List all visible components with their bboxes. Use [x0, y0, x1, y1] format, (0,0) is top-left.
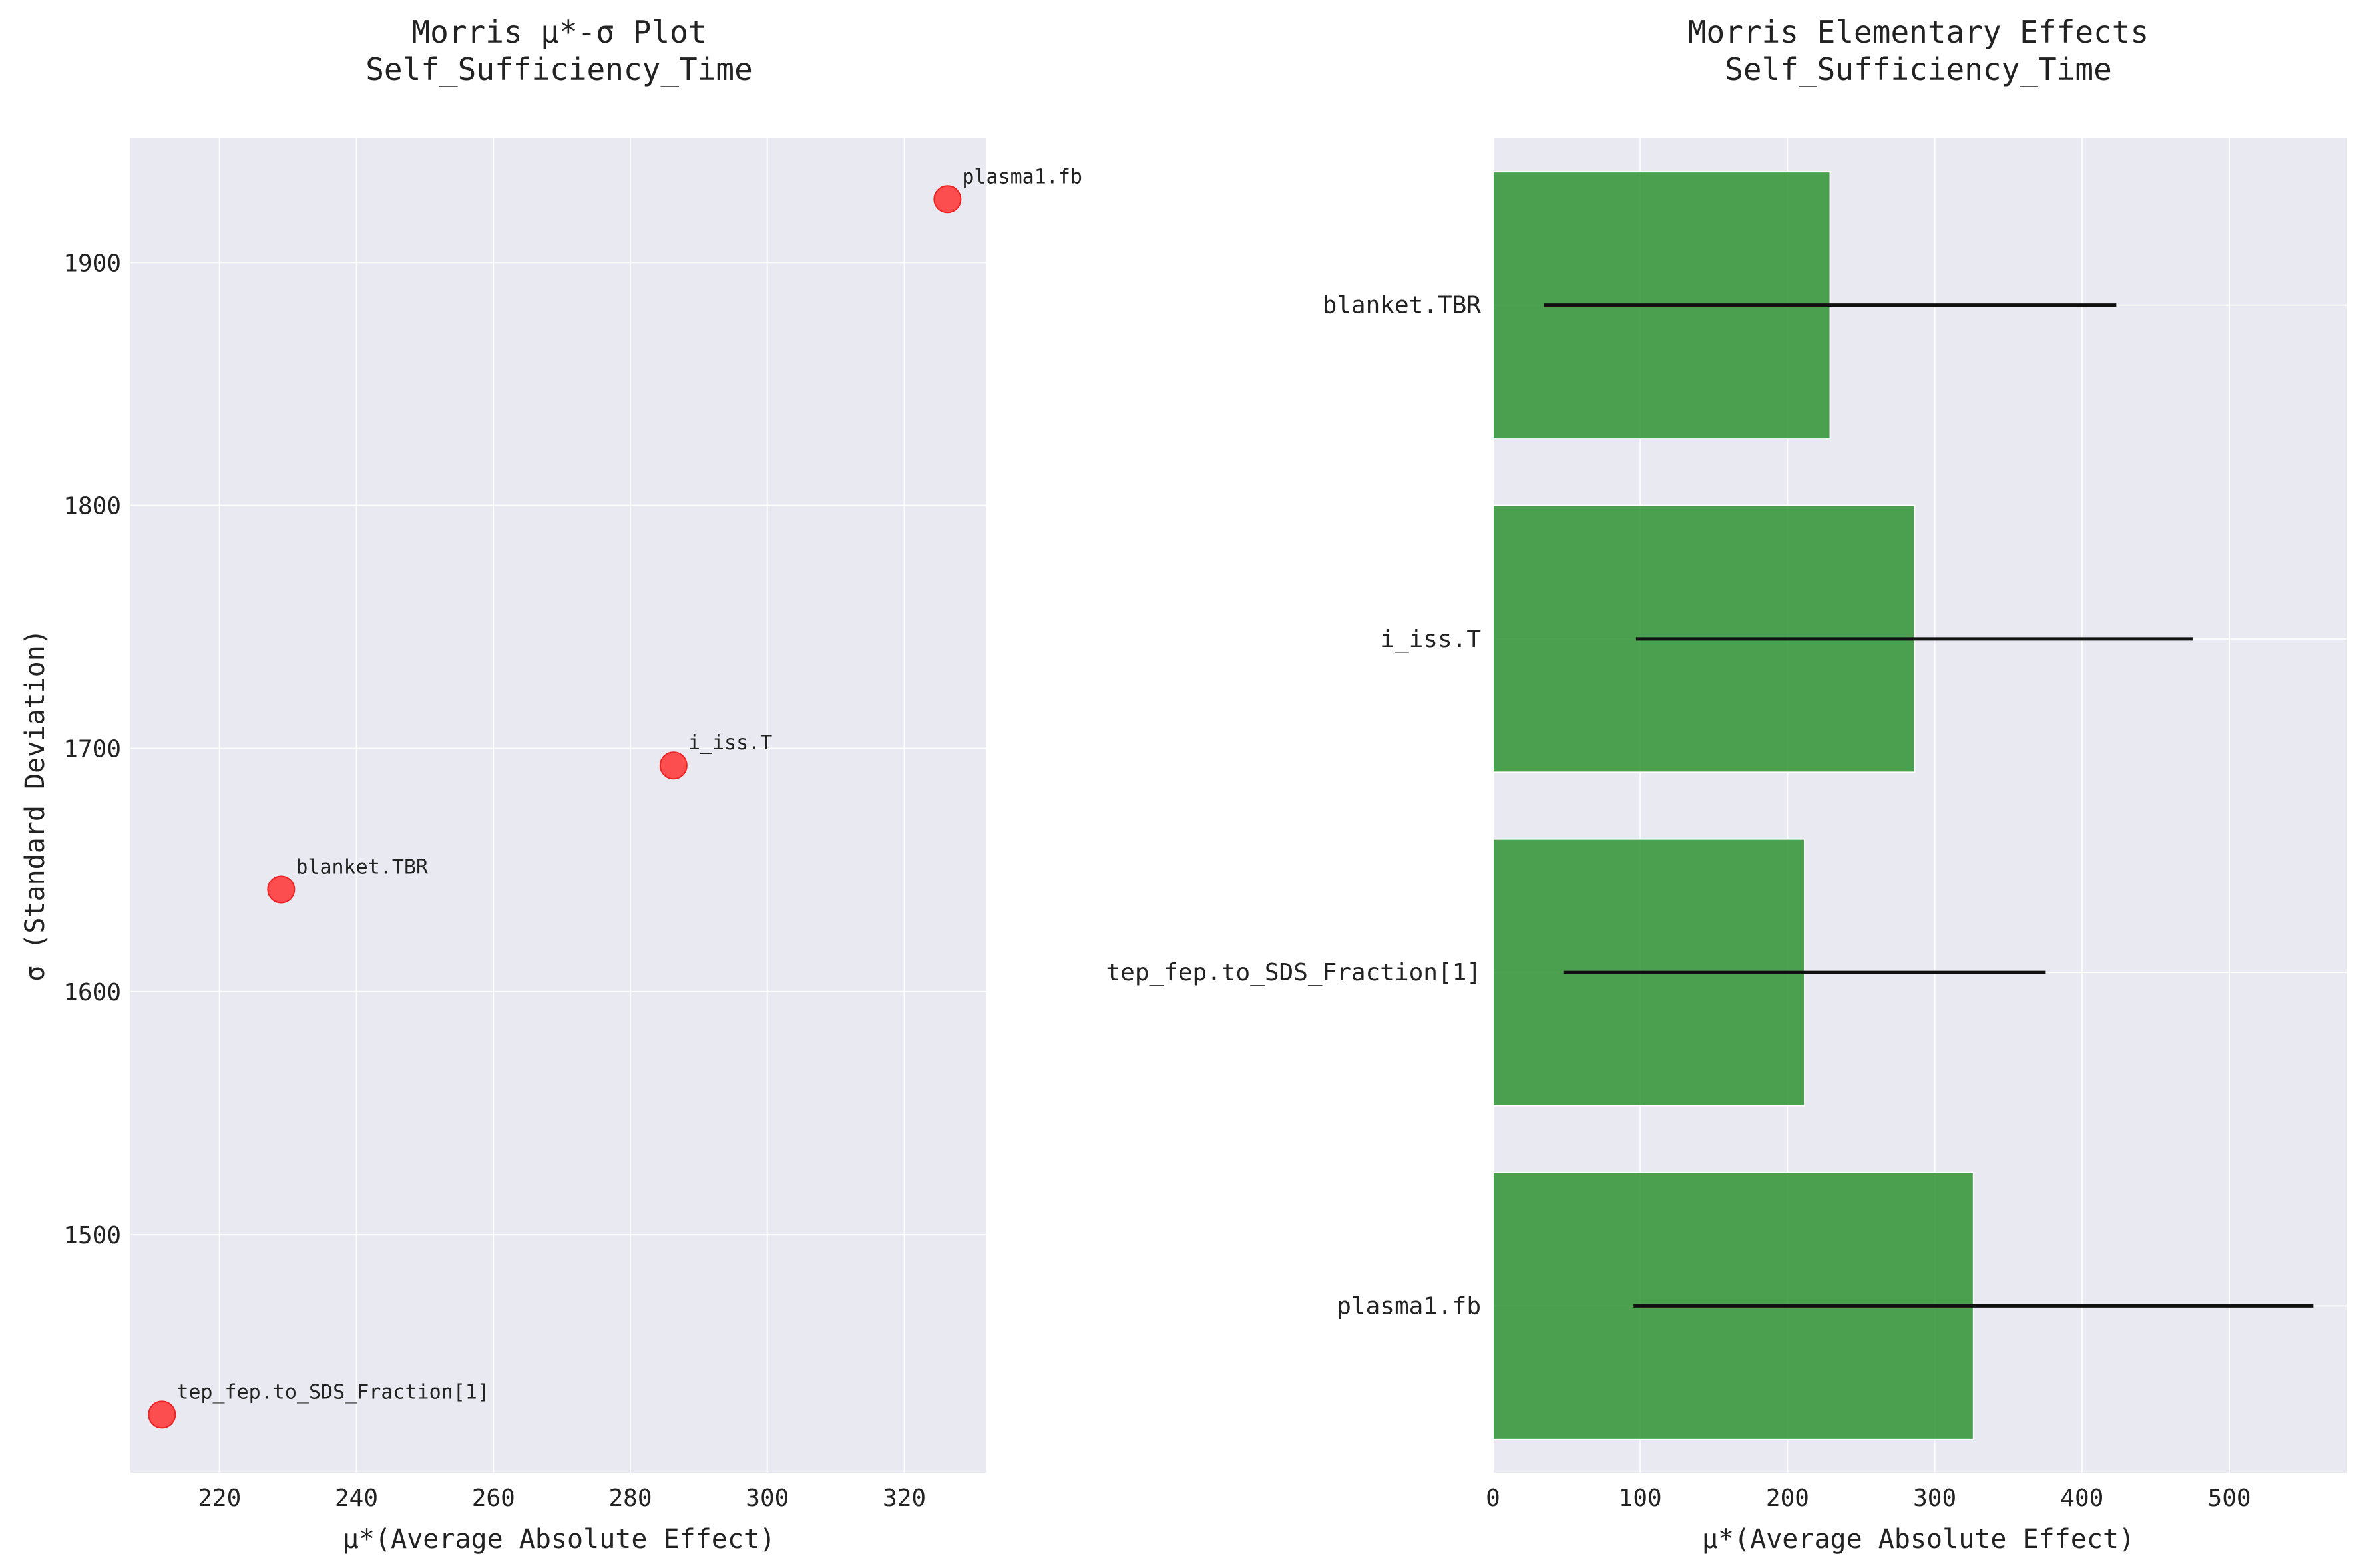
scatter-point — [148, 1400, 176, 1429]
bar-category-label: plasma1.fb — [1337, 1292, 1481, 1320]
scatter-x-tick-label: 320 — [883, 1485, 926, 1512]
scatter-y-tick-label: 1600 — [63, 979, 121, 1006]
bar-title-line1: Morris Elementary Effects — [1688, 14, 2149, 50]
bar-x-tick-label: 0 — [1486, 1485, 1500, 1512]
bar-category-label: i_iss.T — [1380, 626, 1481, 653]
scatter-y-axis-label: σ (Standard Deviation) — [20, 629, 51, 982]
scatter-x-tick-label: 240 — [335, 1485, 378, 1512]
scatter-x-tick-label: 220 — [198, 1485, 241, 1512]
bar-x-tick-label: 500 — [2208, 1485, 2251, 1512]
scatter-point — [659, 751, 688, 780]
bar-panel: Morris Elementary Effects Self_Sufficien… — [1106, 14, 2347, 1555]
scatter-point — [933, 185, 962, 214]
scatter-point — [267, 875, 296, 904]
bar-series — [1492, 171, 2314, 1440]
scatter-title-line1: Morris μ*-σ Plot — [411, 14, 706, 50]
scatter-point-label: i_iss.T — [688, 731, 772, 755]
scatter-y-tick-label: 1900 — [63, 250, 121, 277]
scatter-y-tick-label: 1800 — [63, 492, 121, 520]
bar-title-line2: Self_Sufficiency_Time — [1725, 51, 2112, 87]
scatter-point-label: tep_fep.to_SDS_Fraction[1] — [176, 1380, 489, 1404]
scatter-y-tick-label: 1500 — [63, 1222, 121, 1249]
bar-category-label: tep_fep.to_SDS_Fraction[1] — [1106, 959, 1481, 986]
scatter-x-tick-label: 280 — [609, 1485, 652, 1512]
scatter-panel: Morris μ*-σ Plot Self_Sufficiency_Time 2… — [20, 14, 1082, 1555]
scatter-y-tick-label: 1700 — [63, 736, 121, 763]
scatter-x-axis-label: μ*(Average Absolute Effect) — [343, 1524, 775, 1555]
scatter-x-tick-label: 300 — [746, 1485, 789, 1512]
scatter-x-tick-label: 260 — [472, 1485, 515, 1512]
scatter-plot-area — [130, 138, 986, 1473]
bar-x-tick-label: 200 — [1766, 1485, 1809, 1512]
scatter-point-label: blanket.TBR — [296, 855, 429, 879]
bar-x-tick-label: 400 — [2060, 1485, 2103, 1512]
bar-ticks: 0 100 200 300 400 500 blanket.TBR i_iss.T tep_fe… — [1106, 292, 2251, 1512]
scatter-grid — [130, 138, 986, 1473]
bar-x-tick-label: 300 — [1913, 1485, 1956, 1512]
scatter-title-line2: Self_Sufficiency_Time — [365, 51, 753, 87]
scatter-points: plasma1.fb i_iss.T blanket.TBR tep_fep.to_S… — [148, 165, 1082, 1429]
scatter-point-label: plasma1.fb — [962, 165, 1082, 188]
bar-category-label: blanket.TBR — [1323, 292, 1482, 319]
scatter-ticks: 220 240 260 280 300 320 1500 1600 1700 1800 1900 — [63, 250, 926, 1512]
bar-x-axis-label: μ*(Average Absolute Effect) — [1702, 1524, 2135, 1555]
bar-x-tick-label: 100 — [1619, 1485, 1662, 1512]
